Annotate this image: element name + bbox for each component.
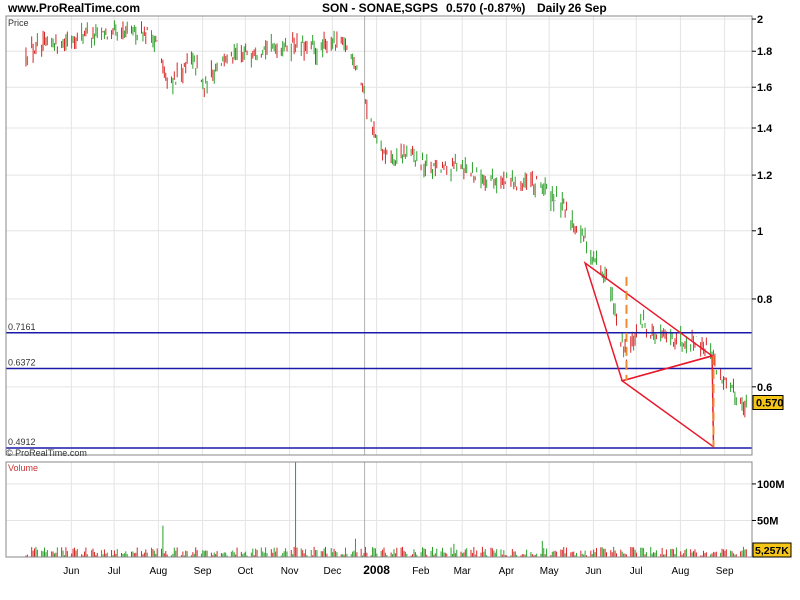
last-volume-label: 5,257K (755, 545, 789, 557)
price-ytick-label: 1.4 (757, 123, 773, 135)
volume-panel-title: Volume (8, 463, 38, 473)
price-ytick-label: 1.2 (757, 170, 772, 182)
level-label: 0.7161 (8, 322, 36, 332)
price-ytick-label: 0.8 (757, 294, 772, 306)
xtick-label: Sep (194, 566, 212, 577)
xtick-label: Sep (716, 566, 734, 577)
panel-frames (5, 15, 753, 558)
xtick-label: Jun (63, 566, 79, 577)
xtick-label: Aug (149, 566, 167, 577)
last-price-box (752, 395, 784, 411)
volume-ytick-label: 100M (757, 479, 785, 491)
date-label: 26 Sep (568, 1, 607, 15)
grid-lines (6, 16, 752, 557)
quote-value: 0.570 (-0.87%) (446, 1, 526, 15)
xtick-label: Jul (630, 566, 643, 577)
volume-panel-frame (5, 461, 753, 558)
price-bars (25, 20, 747, 418)
pattern-overlay: 0.7161 0.6372 0.4912 (6, 261, 752, 449)
price-ytick-label: 1 (757, 226, 763, 238)
symbol-title: SON - SONAE,SGPS (322, 1, 439, 15)
xtick-label: Jul (108, 566, 121, 577)
price-ytick-label: 0.6 (757, 382, 772, 394)
volume-ytick-label: 50M (757, 515, 778, 527)
xtick-label: Dec (323, 566, 341, 577)
volume-bars (25, 462, 747, 557)
price-ytick-label: 1.6 (757, 82, 772, 94)
period-label: Daily (537, 1, 566, 15)
xtick-label: May (540, 566, 559, 577)
price-panel-title: Price (8, 18, 29, 28)
xtick-label: Mar (454, 566, 472, 577)
xtick-label: Nov (281, 566, 299, 577)
site-title: www.ProRealTime.com (8, 1, 141, 15)
price-ytick-label: 1.8 (757, 46, 772, 58)
price-panel-frame (5, 15, 753, 456)
last-volume-box (752, 542, 792, 558)
price-ytick-label: 2 (757, 14, 763, 26)
xtick-label: Feb (412, 566, 430, 577)
xtick-label: Aug (672, 566, 690, 577)
level-label: 0.6372 (8, 357, 36, 367)
xtick-label: Apr (499, 566, 515, 577)
level-label: 0.4912 (8, 437, 36, 447)
axis-labels: 2 1.8 1.6 1.4 1.2 1 0.8 0.6 0.570 100M 50M 5,257K Ju… (63, 14, 792, 577)
xtick-label: Oct (238, 566, 254, 577)
xtick-label: 2008 (363, 563, 390, 577)
xtick-label: Jun (585, 566, 601, 577)
last-price-label: 0.570 (756, 398, 784, 410)
watermark: © ProRealTime.com (6, 448, 87, 458)
